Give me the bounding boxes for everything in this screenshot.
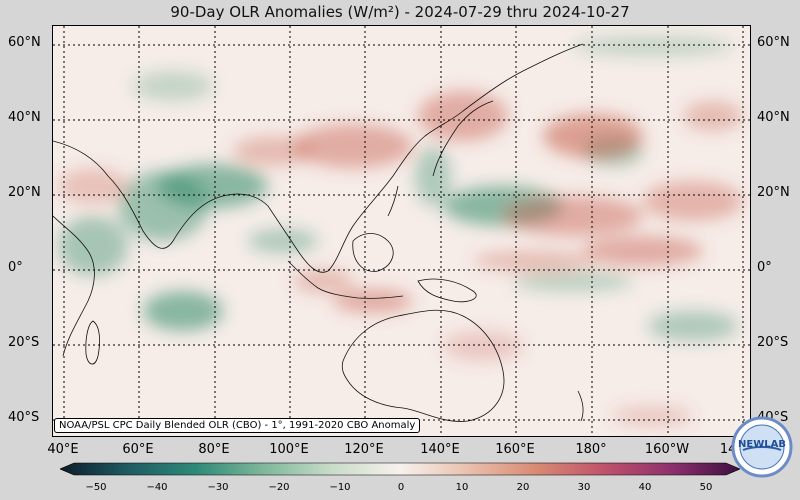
lon-label: 80°E bbox=[198, 442, 230, 457]
anomaly-field bbox=[58, 36, 743, 426]
anomaly-patch bbox=[643, 181, 743, 221]
colorbar-tick-label: 40 bbox=[638, 482, 652, 493]
anomaly-patch bbox=[58, 216, 128, 276]
lat-label-right: 60°N bbox=[757, 35, 790, 50]
data-credit: NOAA/PSL CPC Daily Blended OLR (CBO) - 1… bbox=[54, 418, 421, 433]
anomaly-patch bbox=[583, 236, 703, 266]
colorbar-tick-label: −20 bbox=[268, 482, 290, 493]
anomaly-patch bbox=[613, 406, 693, 426]
lat-label-right: 20°S bbox=[757, 335, 789, 350]
lat-label-left: 0° bbox=[8, 260, 23, 275]
anomaly-patch bbox=[293, 269, 353, 293]
lat-label-left: 20°S bbox=[8, 335, 40, 350]
lat-label-left: 40°N bbox=[8, 110, 41, 125]
colorbar-tick-label: 10 bbox=[455, 482, 469, 493]
lon-label: 180° bbox=[575, 442, 607, 457]
olr-map bbox=[52, 25, 751, 437]
anomaly-patch bbox=[443, 331, 523, 361]
anomaly-patch bbox=[118, 171, 208, 241]
title-text: 90-Day OLR Anomalies (W/m²) - 2024-07-29… bbox=[170, 3, 630, 21]
lon-label: 160°W bbox=[644, 442, 690, 457]
colorbar-tick-label: 0 bbox=[397, 482, 405, 493]
colorbar: −50 −40 −30 −20 −10 0 10 20 30 40 50 bbox=[59, 462, 741, 498]
colorbar-tick-label: 30 bbox=[577, 482, 591, 493]
lon-label: 160°E bbox=[495, 442, 535, 457]
lat-label-left: 60°N bbox=[8, 35, 41, 50]
anomaly-patch bbox=[573, 36, 733, 56]
anomaly-patch bbox=[58, 168, 128, 204]
coastlines bbox=[53, 43, 584, 422]
lat-label-right: 20°N bbox=[757, 185, 790, 200]
lon-label: 120°E bbox=[344, 442, 384, 457]
colorbar-tick-label: −40 bbox=[146, 482, 168, 493]
anomaly-patch bbox=[233, 136, 313, 166]
anomaly-patch bbox=[648, 311, 738, 341]
anomaly-patch bbox=[513, 271, 633, 291]
anomaly-patch bbox=[473, 251, 593, 271]
colorbar-svg bbox=[59, 462, 741, 476]
anomaly-patch bbox=[543, 114, 643, 158]
anomaly-patch bbox=[683, 101, 743, 131]
anomaly-patch bbox=[293, 124, 413, 168]
colorbar-tick-label: −50 bbox=[85, 482, 107, 493]
lat-label-left: 20°N bbox=[8, 185, 41, 200]
lon-label: 140°E bbox=[420, 442, 460, 457]
anomaly-patch bbox=[333, 289, 413, 313]
anomaly-patch bbox=[143, 291, 223, 331]
logo-wordmark: NEWLAB bbox=[738, 439, 786, 450]
lon-label: 40°E bbox=[47, 442, 79, 457]
colorbar-tick-label: 20 bbox=[516, 482, 530, 493]
lat-label-left: 40°S bbox=[8, 410, 40, 425]
lat-label-right: 40°N bbox=[757, 110, 790, 125]
anomaly-patch bbox=[503, 196, 643, 236]
anomaly-patch bbox=[248, 229, 318, 253]
colorbar-tick-label: −30 bbox=[207, 482, 229, 493]
anomaly-patch bbox=[418, 91, 508, 141]
lon-label: 60°E bbox=[122, 442, 154, 457]
anomaly-patch bbox=[133, 71, 213, 101]
newlab-logo: NEWLAB bbox=[731, 416, 793, 478]
map-canvas bbox=[53, 26, 750, 436]
lat-label-right: 0° bbox=[757, 260, 772, 275]
lon-label: 100°E bbox=[269, 442, 309, 457]
map-title: 90-Day OLR Anomalies (W/m²) - 2024-07-29… bbox=[0, 0, 800, 24]
colorbar-tick-label: 50 bbox=[699, 482, 713, 493]
colorbar-tick-label: −10 bbox=[329, 482, 351, 493]
